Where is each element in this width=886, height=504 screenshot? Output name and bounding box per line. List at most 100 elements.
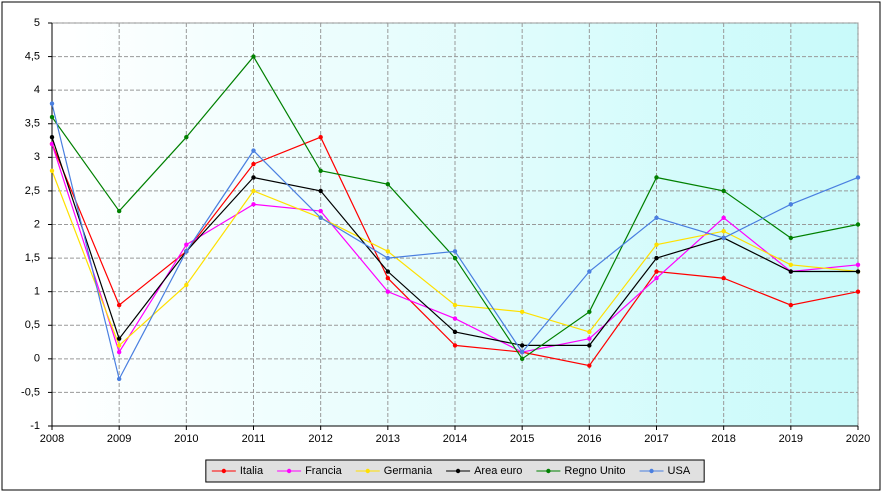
point	[519, 356, 525, 362]
y-tick-label: 1	[34, 286, 40, 298]
point	[788, 262, 794, 267]
x-tick-label: 2020	[846, 433, 870, 445]
point	[318, 134, 323, 140]
y-tick-label: 1,5	[25, 252, 40, 264]
y-tick-label: -1	[30, 420, 40, 432]
point	[519, 349, 525, 355]
legend: Italia Francia Germania Area euro Regno Unit…	[205, 459, 705, 483]
point	[452, 343, 458, 348]
point	[452, 302, 458, 308]
point	[788, 202, 794, 207]
x-tick-label: 2013	[376, 433, 400, 445]
y-tick-label: -0,5	[21, 386, 40, 398]
point	[855, 222, 861, 227]
point	[49, 168, 55, 173]
point	[184, 282, 189, 288]
point	[251, 54, 256, 59]
x-tick-label: 2019	[779, 433, 803, 445]
y-tick-label: 0	[34, 353, 40, 365]
x-tick-label: 2011	[242, 433, 266, 445]
point	[116, 343, 122, 348]
legend-marker	[649, 468, 654, 474]
legend-marker	[221, 468, 227, 474]
point	[587, 336, 592, 341]
legend-marker	[455, 468, 461, 474]
point	[721, 235, 726, 241]
x-tick-label: 2009	[107, 433, 131, 445]
point	[116, 349, 122, 355]
point	[116, 336, 122, 341]
x-tick-label: 2016	[577, 433, 601, 445]
point	[452, 316, 458, 321]
point	[385, 249, 391, 254]
point	[721, 229, 726, 234]
legend-marker	[286, 468, 292, 474]
point	[318, 208, 323, 214]
point	[855, 262, 861, 267]
legend-label: Italia	[240, 465, 264, 477]
point	[385, 269, 391, 274]
y-tick-label: 2	[34, 218, 40, 230]
point	[184, 134, 189, 140]
point	[587, 329, 592, 335]
point	[654, 215, 659, 220]
x-tick-label: 2015	[510, 433, 534, 445]
point	[788, 235, 794, 241]
x-tick-label: 2017	[644, 433, 668, 445]
point	[385, 255, 391, 261]
point	[251, 148, 256, 153]
point	[318, 215, 323, 220]
point	[654, 175, 659, 180]
point	[721, 276, 726, 281]
legend-marker	[546, 468, 551, 474]
x-tick-label: 2010	[174, 433, 198, 445]
legend-label: Germania	[384, 465, 433, 477]
legend-label: Regno Unito	[564, 465, 625, 477]
y-tick-label: 3,5	[25, 118, 40, 130]
point	[49, 134, 55, 140]
point	[184, 249, 189, 254]
y-tick-label: 3	[34, 151, 40, 163]
legend-label: Francia	[305, 465, 343, 477]
point	[721, 188, 726, 194]
point	[251, 188, 256, 194]
point	[855, 175, 861, 180]
x-tick-label: 2008	[40, 433, 64, 445]
point	[519, 343, 525, 348]
point	[251, 202, 256, 207]
y-tick-label: 4	[34, 84, 40, 96]
legend-label: Area euro	[474, 465, 522, 477]
point	[452, 329, 458, 335]
y-tick-label: 2,5	[25, 185, 40, 197]
point	[587, 363, 592, 368]
point	[452, 249, 458, 254]
point	[788, 269, 794, 274]
x-tick-label: 2018	[711, 433, 735, 445]
point	[654, 255, 659, 261]
point	[49, 141, 55, 147]
point	[251, 175, 256, 180]
point	[855, 289, 861, 294]
y-tick-label: 0,5	[25, 319, 40, 331]
point	[385, 276, 391, 281]
point	[318, 188, 323, 194]
point	[385, 182, 391, 187]
x-tick-label: 2012	[308, 433, 332, 445]
point	[184, 242, 189, 247]
point	[587, 269, 592, 274]
point	[385, 289, 391, 294]
point	[788, 302, 794, 308]
point	[116, 376, 122, 382]
y-tick-label: 4,5	[25, 50, 40, 62]
point	[587, 343, 592, 348]
point	[116, 208, 122, 214]
point	[318, 168, 323, 173]
point	[49, 114, 55, 120]
point	[587, 309, 592, 315]
point	[251, 161, 256, 167]
point	[452, 255, 458, 261]
legend-label: USA	[668, 465, 691, 477]
point	[721, 215, 726, 220]
